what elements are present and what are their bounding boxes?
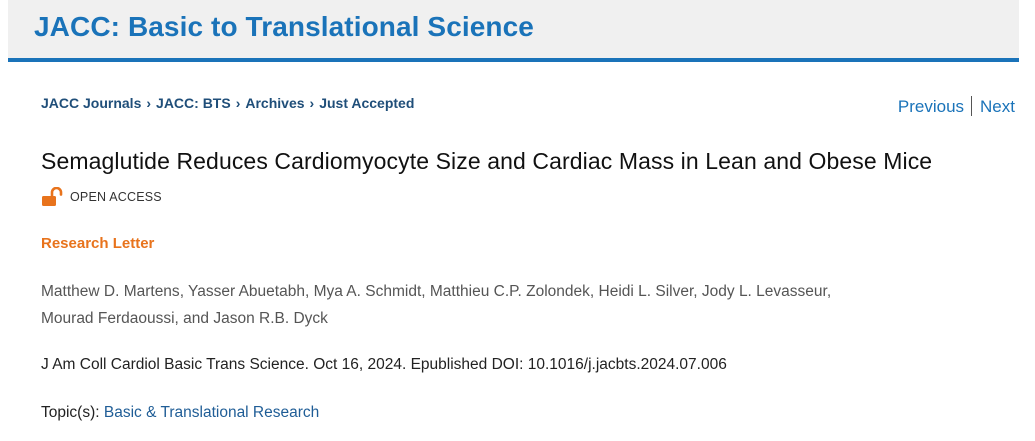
breadcrumb-separator: › <box>309 95 315 111</box>
breadcrumb-item-archives[interactable]: Archives <box>245 95 305 111</box>
author-list: Matthew D. Martens, Yasser Abuetabh, Mya… <box>41 278 941 332</box>
author-link[interactable]: Heidi L. Silver <box>598 283 694 300</box>
author-link[interactable]: Mya A. Schmidt <box>313 283 422 300</box>
article-type: Research Letter <box>41 235 155 252</box>
author-separator: , <box>304 283 314 300</box>
author-link[interactable]: Matthieu C.P. Zolondek <box>429 283 590 300</box>
article-pager: Previous Next <box>898 96 1015 117</box>
article-title: Semaglutide Reduces Cardiomyocyte Size a… <box>41 148 933 174</box>
citation-line: J Am Coll Cardiol Basic Trans Science. O… <box>41 356 727 373</box>
author-separator: , <box>693 283 702 300</box>
breadcrumb-item-jacc-bts[interactable]: JACC: BTS <box>156 95 231 111</box>
author-separator: , <box>179 283 189 300</box>
author-link[interactable]: Mourad Ferdaoussi <box>41 310 175 327</box>
next-article-link[interactable]: Next <box>980 97 1015 116</box>
author-link[interactable]: Jason R.B. Dyck <box>213 310 328 327</box>
author-separator: , <box>589 283 599 300</box>
previous-article-link[interactable]: Previous <box>897 97 965 116</box>
author-separator: , and <box>174 310 214 327</box>
topics-line: Topic(s): Basic & Translational Research <box>41 404 319 422</box>
journal-title[interactable]: JACC: Basic to Translational Science <box>34 11 534 42</box>
site-header: JACC: Basic to Translational Science <box>8 0 1019 62</box>
open-access-label: OPEN ACCESS <box>70 190 162 204</box>
topic-link[interactable]: Basic & Translational Research <box>103 404 320 421</box>
author-separator: , <box>826 283 832 300</box>
open-access-badge: OPEN ACCESS <box>41 186 162 208</box>
author-link[interactable]: Jody L. Levasseur <box>701 283 827 300</box>
topics-label: Topic(s): <box>41 404 100 421</box>
breadcrumb-item-just-accepted[interactable]: Just Accepted <box>319 95 415 111</box>
author-link[interactable]: Matthew D. Martens <box>41 283 180 300</box>
breadcrumb-item-jacc-journals[interactable]: JACC Journals <box>41 95 142 111</box>
breadcrumb-separator: › <box>235 95 241 111</box>
pager-divider <box>971 96 973 116</box>
author-separator: , <box>421 283 430 300</box>
unlocked-padlock-icon <box>41 187 63 207</box>
breadcrumb: JACC Journals › JACC: BTS › Archives › Just Ac… <box>41 95 414 111</box>
breadcrumb-separator: › <box>146 95 152 111</box>
author-link[interactable]: Yasser Abuetabh <box>188 283 305 300</box>
